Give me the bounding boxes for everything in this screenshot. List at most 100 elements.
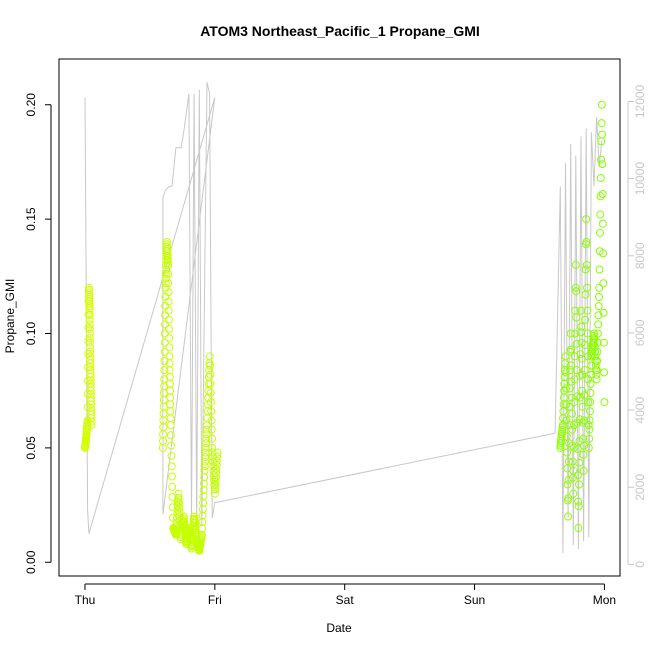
data-point <box>596 174 605 182</box>
data-point <box>160 347 169 356</box>
data-point <box>593 357 602 365</box>
data-point <box>168 482 177 491</box>
data-point <box>86 338 94 347</box>
data-point <box>167 441 176 450</box>
data-point <box>598 219 607 228</box>
y-tick-label: 0.20 <box>24 93 38 117</box>
data-point <box>163 256 172 265</box>
data-point <box>164 279 173 288</box>
data-point <box>205 352 214 361</box>
data-point <box>594 311 603 320</box>
data-point <box>587 361 596 370</box>
data-point <box>585 425 594 434</box>
data-point <box>564 494 573 503</box>
data-point <box>213 452 222 461</box>
data-point <box>200 462 209 471</box>
data-point <box>85 320 94 329</box>
x-tick-label: Mon <box>593 593 616 607</box>
data-point <box>576 371 585 380</box>
y2-tick-label: 10000 <box>633 162 647 196</box>
data-point <box>596 210 605 219</box>
data-point <box>583 306 592 315</box>
data-point <box>174 494 183 503</box>
data-point <box>212 464 221 473</box>
data-point <box>593 347 602 356</box>
data-point <box>165 343 174 352</box>
data-point <box>210 489 219 498</box>
data-point <box>581 265 590 274</box>
data-point <box>565 421 574 429</box>
data-point <box>202 439 210 448</box>
data-point <box>586 370 595 379</box>
y2-tick-label: 12000 <box>633 84 647 118</box>
data-point <box>578 402 587 411</box>
data-point <box>197 530 206 539</box>
data-point <box>166 431 175 440</box>
data-point <box>563 480 572 489</box>
data-point <box>212 469 221 478</box>
data-point <box>165 334 174 343</box>
data-point <box>164 297 173 306</box>
data-point <box>85 315 94 324</box>
data-point <box>207 416 216 425</box>
data-point <box>85 311 94 320</box>
chart-title: ATOM3 Northeast_Pacific_1 Propane_GMI <box>200 23 480 39</box>
plot-frame <box>58 58 621 577</box>
data-point <box>586 379 595 388</box>
data-point <box>568 409 576 418</box>
data-point <box>87 417 96 426</box>
data-point <box>175 498 183 507</box>
data-point <box>208 434 216 443</box>
data-point <box>590 329 598 338</box>
data-point <box>164 288 173 297</box>
data-point <box>201 457 209 466</box>
data-point <box>562 384 570 393</box>
data-point <box>584 443 593 452</box>
y-tick-label: 0.05 <box>24 436 38 460</box>
x-tick-label: Fri <box>208 593 222 607</box>
data-point <box>572 366 581 375</box>
data-point <box>574 497 583 506</box>
data-point <box>584 421 593 429</box>
data-point <box>198 518 207 526</box>
data-point <box>179 515 188 524</box>
data-point <box>598 190 607 198</box>
data-point <box>198 511 207 520</box>
data-point <box>564 512 573 521</box>
data-point <box>564 457 573 466</box>
data-point <box>584 375 593 384</box>
x-tick-label: Thu <box>75 593 96 607</box>
data-point <box>591 347 600 356</box>
data-point <box>580 366 589 375</box>
y-axis-left: 0.00 0.05 0.10 0.15 0.20 <box>24 93 52 574</box>
data-point <box>571 283 580 292</box>
data-point <box>577 322 586 331</box>
data-point <box>207 425 216 434</box>
y2-tick-label: 4000 <box>633 396 647 423</box>
data-point <box>199 498 208 507</box>
data-point <box>206 370 215 379</box>
data-point <box>164 306 173 315</box>
y2-tick-label: 0 <box>633 561 647 568</box>
data-point <box>200 473 209 482</box>
data-point <box>577 306 585 315</box>
data-point <box>199 492 208 501</box>
data-point <box>590 338 599 347</box>
data-point <box>591 361 600 370</box>
data-point <box>180 518 189 526</box>
data-point <box>594 320 603 329</box>
data-point <box>580 416 589 425</box>
data-point <box>598 160 607 169</box>
data-point <box>578 386 587 395</box>
data-point <box>572 313 581 322</box>
y2-tick-label: 6000 <box>633 319 647 346</box>
data-point <box>161 320 169 329</box>
data-point <box>160 366 169 375</box>
data-point <box>212 456 221 465</box>
data-point <box>164 258 172 267</box>
data-point <box>568 425 577 434</box>
data-point <box>206 398 215 407</box>
data-point <box>211 477 220 486</box>
data-point <box>160 338 169 347</box>
data-point <box>579 466 588 475</box>
